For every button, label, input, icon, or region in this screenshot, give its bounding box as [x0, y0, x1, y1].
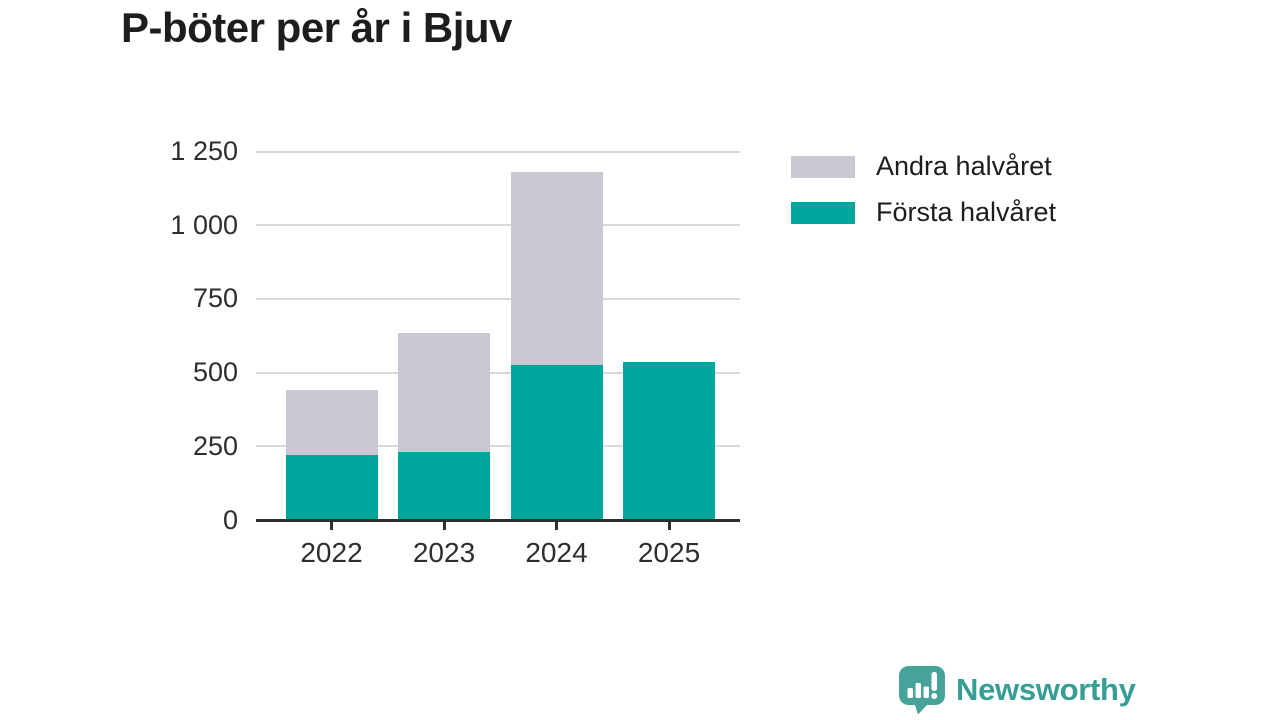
bar-segment-first-half-2025 [623, 362, 715, 520]
y-tick-label: 750 [192, 283, 238, 314]
x-tick-label-2023: 2023 [412, 537, 476, 568]
y-tick-label: 1 250 [170, 136, 238, 166]
x-tick-label-2024: 2024 [525, 537, 588, 568]
bar-segment-first-half-2022 [285, 455, 378, 520]
gridline [256, 297, 740, 300]
x-axis-line [256, 519, 740, 522]
gridline [256, 150, 740, 153]
legend-item: Andra halvåret [791, 151, 1056, 182]
y-tick-label: 0 [222, 504, 238, 535]
y-tick-label: 1 000 [170, 209, 238, 240]
x-tick-label-2022: 2022 [300, 537, 363, 568]
gridline [256, 371, 740, 374]
bar-segment-first-half-2024 [510, 365, 603, 520]
x-tick-label-2025: 2025 [637, 537, 701, 568]
bar-segment-first-half-2023 [398, 452, 490, 520]
x-axis-tick [330, 520, 333, 530]
gridline [256, 224, 740, 227]
y-tick-label: 250 [192, 430, 238, 461]
legend-swatch [791, 201, 855, 224]
x-axis-tick [555, 520, 558, 530]
legend-swatch [791, 155, 855, 178]
newsworthy-logo: Newsworthy [898, 665, 1136, 715]
bar-segment-second-half-2023 [398, 332, 490, 453]
plot-area: 0 250 500 750 1 000 1 250 2022 2023 2024 2025 [170, 138, 740, 568]
x-axis-tick [442, 520, 446, 530]
legend-label: Första halvåret [876, 197, 1057, 227]
legend-label: Andra halvåret [876, 151, 1052, 181]
legend: Andra halvåret Första halvåret [791, 151, 1056, 228]
bar-segment-second-half-2024 [510, 172, 603, 366]
bar-segment-second-half-2022 [285, 390, 378, 456]
x-axis-tick [667, 520, 671, 530]
legend-item: Första halvåret [791, 197, 1056, 228]
newsworthy-logo-text: Newsworthy [956, 672, 1136, 707]
chart-title: P-böter per år i Bjuv [121, 4, 512, 51]
newsworthy-logo-icon [899, 666, 945, 715]
gridline [256, 445, 740, 448]
y-tick-label: 500 [192, 357, 238, 388]
